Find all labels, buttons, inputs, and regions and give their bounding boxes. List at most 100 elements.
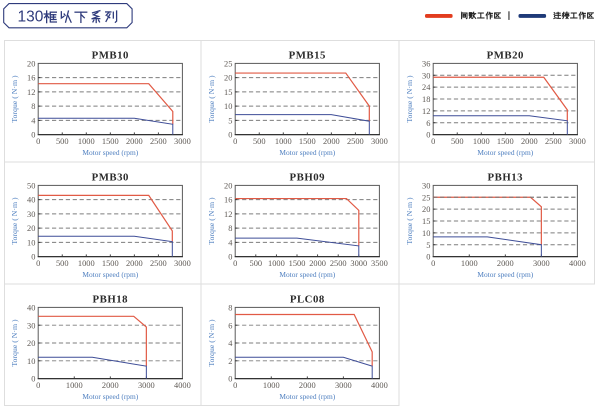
svg-text:Torque ( N·m ): Torque ( N·m )	[10, 75, 19, 123]
svg-text:0: 0	[426, 253, 430, 262]
svg-text:16: 16	[27, 74, 35, 83]
svg-text:2500: 2500	[330, 259, 347, 268]
svg-text:2500: 2500	[150, 259, 167, 268]
svg-text:Torque ( N·m ): Torque ( N·m )	[10, 319, 19, 367]
svg-text:Motor speed (rpm): Motor speed (rpm)	[477, 148, 533, 157]
svg-text:Motor speed (rpm): Motor speed (rpm)	[477, 270, 533, 279]
svg-text:15: 15	[422, 217, 430, 226]
svg-text:10: 10	[224, 102, 232, 111]
svg-text:0: 0	[228, 131, 232, 140]
svg-text:1500: 1500	[497, 137, 514, 146]
svg-text:2000: 2000	[309, 259, 326, 268]
svg-text:Torque ( N·m ): Torque ( N·m )	[207, 197, 216, 245]
svg-text:20: 20	[224, 182, 232, 191]
svg-text:18: 18	[422, 95, 430, 104]
svg-text:Torque ( N·m ): Torque ( N·m )	[207, 75, 216, 123]
svg-text:4: 4	[31, 116, 36, 125]
svg-text:3000: 3000	[335, 381, 352, 390]
svg-text:30: 30	[27, 321, 35, 330]
svg-text:PMB30: PMB30	[92, 171, 129, 183]
svg-text:6: 6	[426, 119, 430, 128]
svg-text:0: 0	[36, 381, 40, 390]
svg-text:500: 500	[56, 137, 69, 146]
svg-text:130: 130	[18, 8, 44, 25]
svg-text:1000: 1000	[78, 259, 95, 268]
svg-text:2000: 2000	[299, 381, 316, 390]
svg-text:0: 0	[31, 375, 35, 384]
svg-text:0: 0	[431, 137, 435, 146]
svg-text:20: 20	[27, 224, 35, 233]
svg-text:1500: 1500	[299, 137, 316, 146]
svg-text:3000: 3000	[138, 381, 155, 390]
svg-text:10: 10	[422, 229, 430, 238]
svg-text:15: 15	[224, 88, 232, 97]
svg-text:8: 8	[228, 224, 232, 233]
svg-text:1000: 1000	[473, 137, 490, 146]
svg-text:1000: 1000	[268, 259, 285, 268]
svg-text:Motor speed (rpm): Motor speed (rpm)	[279, 392, 335, 401]
svg-text:4000: 4000	[371, 381, 388, 390]
svg-text:Torque ( N·m ): Torque ( N·m )	[405, 197, 414, 245]
svg-text:4: 4	[228, 339, 233, 348]
svg-text:36: 36	[422, 60, 430, 69]
svg-text:1000: 1000	[78, 137, 95, 146]
svg-text:3000: 3000	[569, 137, 586, 146]
svg-text:2500: 2500	[347, 137, 364, 146]
svg-text:3000: 3000	[350, 259, 367, 268]
svg-text:20: 20	[422, 205, 430, 214]
svg-text:6: 6	[228, 321, 232, 330]
svg-text:0: 0	[426, 131, 430, 140]
svg-text:30: 30	[422, 182, 430, 191]
svg-text:5: 5	[228, 116, 232, 125]
svg-text:0: 0	[36, 137, 40, 146]
svg-text:PMB20: PMB20	[487, 49, 524, 61]
svg-text:20: 20	[224, 74, 232, 83]
svg-text:PLC08: PLC08	[290, 293, 325, 305]
svg-text:50: 50	[27, 182, 35, 191]
svg-text:24: 24	[422, 83, 431, 92]
svg-text:Motor speed (rpm): Motor speed (rpm)	[82, 148, 138, 157]
svg-text:12: 12	[422, 107, 430, 116]
svg-text:2: 2	[228, 357, 232, 366]
svg-text:1500: 1500	[289, 259, 306, 268]
svg-text:4000: 4000	[174, 381, 191, 390]
svg-text:PBH09: PBH09	[290, 171, 326, 183]
svg-text:2000: 2000	[102, 381, 119, 390]
svg-text:PBH18: PBH18	[93, 293, 129, 305]
svg-text:1500: 1500	[102, 259, 119, 268]
svg-text:30: 30	[422, 71, 430, 80]
svg-text:3000: 3000	[533, 259, 550, 268]
svg-text:25: 25	[422, 193, 430, 202]
svg-text:500: 500	[253, 137, 266, 146]
svg-text:1000: 1000	[263, 381, 280, 390]
svg-text:12: 12	[27, 88, 35, 97]
svg-text:2500: 2500	[150, 137, 167, 146]
svg-text:PMB15: PMB15	[289, 49, 326, 61]
svg-text:5: 5	[426, 241, 430, 250]
svg-text:1000: 1000	[461, 259, 478, 268]
svg-text:Torque ( N·m ): Torque ( N·m )	[207, 319, 216, 367]
svg-text:Motor speed (rpm): Motor speed (rpm)	[82, 270, 138, 279]
svg-text:500: 500	[451, 137, 464, 146]
svg-text:3500: 3500	[371, 259, 388, 268]
svg-text:PBH13: PBH13	[488, 171, 524, 183]
svg-text:Motor speed (rpm): Motor speed (rpm)	[279, 148, 335, 157]
svg-text:3000: 3000	[174, 137, 191, 146]
svg-text:0: 0	[228, 375, 232, 384]
svg-text:2000: 2000	[497, 259, 514, 268]
svg-text:8: 8	[228, 304, 232, 313]
svg-text:0: 0	[233, 137, 237, 146]
svg-text:Torque ( N·m ): Torque ( N·m )	[10, 197, 19, 245]
svg-text:2500: 2500	[545, 137, 562, 146]
svg-text:4: 4	[228, 238, 233, 247]
svg-text:2000: 2000	[323, 137, 340, 146]
svg-text:1500: 1500	[102, 137, 119, 146]
svg-text:1000: 1000	[66, 381, 83, 390]
svg-text:16: 16	[224, 196, 232, 205]
svg-text:8: 8	[31, 102, 35, 111]
svg-text:0: 0	[233, 381, 237, 390]
svg-text:1000: 1000	[275, 137, 292, 146]
svg-text:0: 0	[431, 259, 435, 268]
svg-text:10: 10	[27, 238, 35, 247]
svg-text:20: 20	[27, 60, 35, 69]
